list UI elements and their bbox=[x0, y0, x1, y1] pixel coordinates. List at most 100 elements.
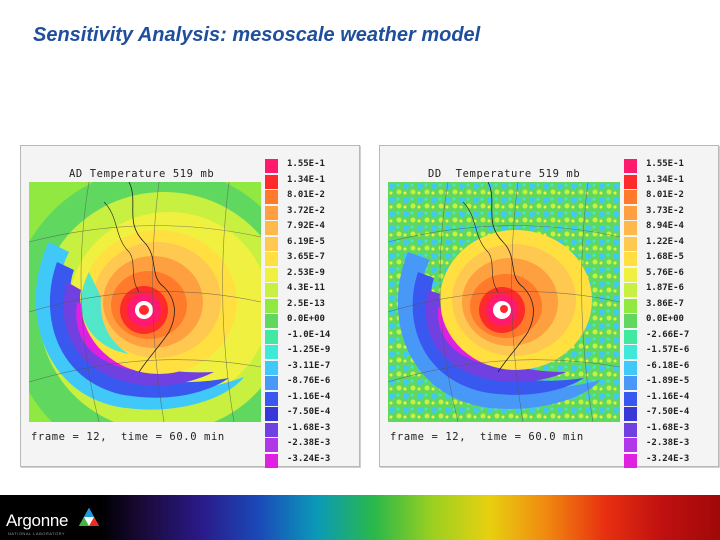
legend-swatch bbox=[624, 407, 637, 421]
argonne-logo-subtext: NATIONAL LABORATORY bbox=[8, 531, 66, 536]
legend-item: 5.76E-6 bbox=[624, 267, 714, 283]
legend-swatch bbox=[265, 329, 278, 344]
legend-swatch bbox=[624, 391, 637, 406]
legend-item: -1.0E-14 bbox=[265, 329, 355, 345]
legend-item: -6.18E-6 bbox=[624, 360, 714, 376]
legend-item: 8.01E-2 bbox=[624, 189, 714, 205]
legend-label: -2.38E-3 bbox=[646, 438, 690, 448]
footer-gradient-bar: Argonne NATIONAL LABORATORY bbox=[0, 495, 720, 540]
legend-swatch bbox=[624, 298, 637, 313]
legend-label: 5.76E-6 bbox=[646, 267, 684, 278]
legend-item: -3.24E-3 bbox=[265, 453, 355, 469]
ad-color-legend: 1.55E-1 1.34E-1 8.01E-2 3.72E-2 7.92E-4 … bbox=[265, 158, 355, 468]
legend-swatch bbox=[265, 252, 278, 266]
legend-swatch bbox=[265, 314, 278, 328]
legend-item: 6.19E-5 bbox=[265, 236, 355, 252]
legend-item: 3.72E-2 bbox=[265, 205, 355, 221]
legend-label: -6.18E-6 bbox=[646, 360, 690, 371]
legend-label: 2.5E-13 bbox=[287, 298, 325, 309]
legend-swatch bbox=[624, 283, 637, 297]
legend-swatch bbox=[265, 298, 278, 313]
legend-swatch bbox=[265, 391, 278, 406]
legend-item: -3.24E-3 bbox=[624, 453, 714, 469]
legend-item: -1.68E-3 bbox=[624, 422, 714, 438]
legend-item: 1.55E-1 bbox=[624, 158, 714, 174]
legend-label: -2.38E-3 bbox=[287, 438, 331, 448]
legend-swatch bbox=[624, 159, 637, 173]
legend-item: -1.25E-9 bbox=[265, 344, 355, 360]
legend-label: -1.0E-14 bbox=[287, 329, 331, 340]
legend-label: 1.22E-4 bbox=[646, 236, 684, 247]
legend-label: 3.65E-7 bbox=[287, 252, 325, 262]
legend-label: 0.0E+00 bbox=[287, 314, 325, 324]
legend-item: 8.94E-4 bbox=[624, 220, 714, 236]
legend-swatch bbox=[624, 438, 637, 452]
legend-swatch bbox=[624, 360, 637, 375]
legend-item: 3.73E-2 bbox=[624, 205, 714, 221]
legend-label: -7.50E-4 bbox=[646, 407, 690, 417]
legend-label: -1.25E-9 bbox=[287, 345, 331, 355]
legend-swatch bbox=[265, 267, 278, 282]
legend-item: -7.50E-4 bbox=[624, 406, 714, 422]
legend-item: 1.34E-1 bbox=[624, 174, 714, 190]
legend-swatch bbox=[265, 205, 278, 220]
legend-item: 4.3E-11 bbox=[265, 282, 355, 298]
legend-label: -8.76E-6 bbox=[287, 376, 331, 386]
legend-item: -2.38E-3 bbox=[624, 437, 714, 453]
legend-swatch bbox=[265, 174, 278, 189]
dd-temperature-panel: DD Temperature 519 mb bbox=[379, 145, 719, 468]
panel-title: AD Temperature 519 mb bbox=[69, 168, 215, 180]
ad-contour-map bbox=[29, 182, 261, 422]
legend-swatch bbox=[265, 407, 278, 421]
legend-label: 1.34E-1 bbox=[646, 174, 684, 185]
legend-label: -7.50E-4 bbox=[287, 407, 331, 417]
legend-label: 2.53E-9 bbox=[287, 267, 325, 278]
legend-item: 8.01E-2 bbox=[265, 189, 355, 205]
legend-label: 3.73E-2 bbox=[646, 205, 684, 216]
legend-swatch bbox=[624, 252, 637, 266]
legend-label: -1.89E-5 bbox=[646, 376, 690, 386]
panel-title: DD Temperature 519 mb bbox=[428, 168, 581, 180]
legend-label: 8.01E-2 bbox=[646, 190, 684, 200]
legend-swatch bbox=[624, 453, 637, 468]
legend-item: -8.76E-6 bbox=[265, 375, 355, 391]
legend-swatch bbox=[624, 236, 637, 251]
legend-item: 2.5E-13 bbox=[265, 298, 355, 314]
legend-item: -1.16E-4 bbox=[624, 391, 714, 407]
legend-swatch bbox=[265, 453, 278, 468]
legend-item: 1.68E-5 bbox=[624, 251, 714, 267]
legend-label: -3.24E-3 bbox=[287, 453, 331, 464]
legend-label: -3.11E-7 bbox=[287, 360, 331, 371]
legend-label: 1.68E-5 bbox=[646, 252, 684, 262]
legend-item: -2.38E-3 bbox=[265, 437, 355, 453]
legend-item: -2.66E-7 bbox=[624, 329, 714, 345]
legend-label: 7.92E-4 bbox=[287, 221, 325, 231]
legend-item: -3.11E-7 bbox=[265, 360, 355, 376]
legend-swatch bbox=[265, 345, 278, 359]
legend-label: 8.94E-4 bbox=[646, 221, 684, 231]
legend-swatch bbox=[265, 360, 278, 375]
dd-color-legend: 1.55E-1 1.34E-1 8.01E-2 3.73E-2 8.94E-4 … bbox=[624, 158, 714, 468]
legend-swatch bbox=[624, 422, 637, 437]
legend-swatch bbox=[265, 190, 278, 204]
panel-footer: frame = 12, time = 60.0 min bbox=[31, 431, 225, 443]
legend-label: 1.87E-6 bbox=[646, 283, 684, 293]
legend-swatch bbox=[265, 283, 278, 297]
legend-swatch bbox=[624, 205, 637, 220]
legend-item: -7.50E-4 bbox=[265, 406, 355, 422]
legend-swatch bbox=[624, 376, 637, 390]
legend-item: 2.53E-9 bbox=[265, 267, 355, 283]
legend-label: 1.55E-1 bbox=[287, 159, 325, 169]
legend-item: 3.65E-7 bbox=[265, 251, 355, 267]
legend-item: 1.87E-6 bbox=[624, 282, 714, 298]
legend-label: -1.57E-6 bbox=[646, 345, 690, 355]
legend-swatch bbox=[624, 329, 637, 344]
legend-swatch bbox=[265, 236, 278, 251]
legend-item: -1.16E-4 bbox=[265, 391, 355, 407]
argonne-logo-icon bbox=[79, 508, 99, 526]
legend-swatch bbox=[624, 174, 637, 189]
legend-swatch bbox=[265, 159, 278, 173]
legend-item: -1.89E-5 bbox=[624, 375, 714, 391]
legend-label: -1.16E-4 bbox=[287, 391, 331, 402]
legend-label: 3.86E-7 bbox=[646, 298, 684, 309]
